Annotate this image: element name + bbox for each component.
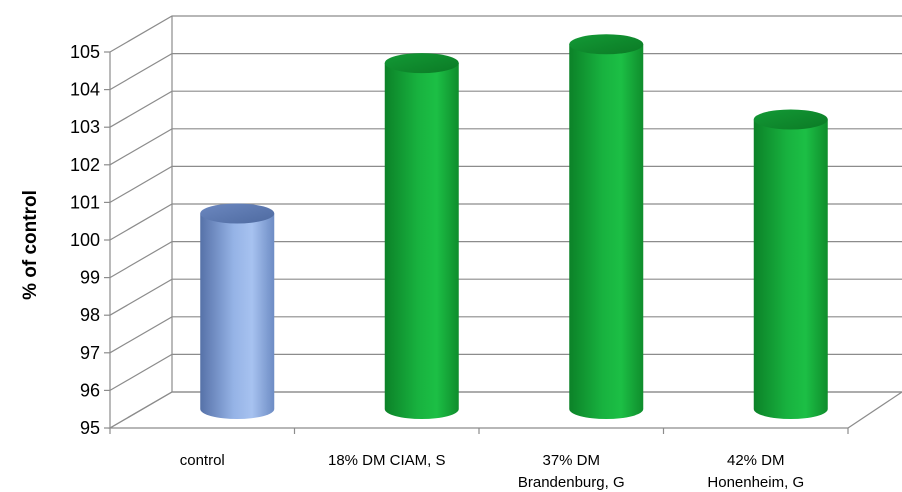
gridline <box>109 278 902 316</box>
x-tick-label: 18% DM CIAM, S <box>328 452 446 469</box>
x-axis-labels: control 18% DM CIAM, S 37% DM Brandenburg, … <box>180 452 804 491</box>
gridline <box>109 391 902 429</box>
y-tick-label: 95 <box>80 418 100 438</box>
y-tick-label: 101 <box>70 192 100 212</box>
y-tick-label: 103 <box>70 117 100 137</box>
bar-body <box>384 63 459 419</box>
gridline <box>109 53 902 91</box>
bar-body <box>569 44 644 419</box>
gridline <box>109 241 902 279</box>
y-axis-ticks: 95 96 97 98 99 100 101 102 103 104 105 <box>70 42 110 438</box>
y-tick-label: 102 <box>70 155 100 175</box>
y-tick-label: 98 <box>80 305 100 325</box>
bar-body <box>753 119 828 419</box>
y-tick-label: 105 <box>70 42 100 62</box>
bar-top <box>569 34 644 55</box>
x-axis-ticks <box>109 428 849 434</box>
y-tick-label: 97 <box>80 343 100 363</box>
x-tick-label: control <box>180 452 225 469</box>
y-tick-label: 99 <box>80 268 100 288</box>
bar <box>200 203 275 419</box>
bar <box>569 34 644 419</box>
y-tick-label: 100 <box>70 230 100 250</box>
bar-body <box>200 213 275 419</box>
bar <box>384 53 459 419</box>
bar-top <box>200 203 275 224</box>
y-tick-label: 104 <box>70 80 100 100</box>
x-tick-label: 42% DM Honenheim, G <box>707 452 804 491</box>
bars <box>200 34 828 419</box>
gridlines <box>109 15 902 429</box>
bar-top <box>753 109 828 130</box>
y-axis-label: % of control <box>20 190 41 300</box>
gridline <box>109 203 902 241</box>
gridline <box>109 15 902 53</box>
x-tick-label: 37% DM Brandenburg, G <box>518 452 625 491</box>
gridline <box>109 353 902 391</box>
y-tick-label: 96 <box>80 380 100 400</box>
gridline <box>109 316 902 354</box>
gridline <box>109 128 902 166</box>
bar-top <box>384 53 459 74</box>
bar <box>753 109 828 419</box>
gridline <box>109 165 902 203</box>
gridline <box>109 90 902 128</box>
